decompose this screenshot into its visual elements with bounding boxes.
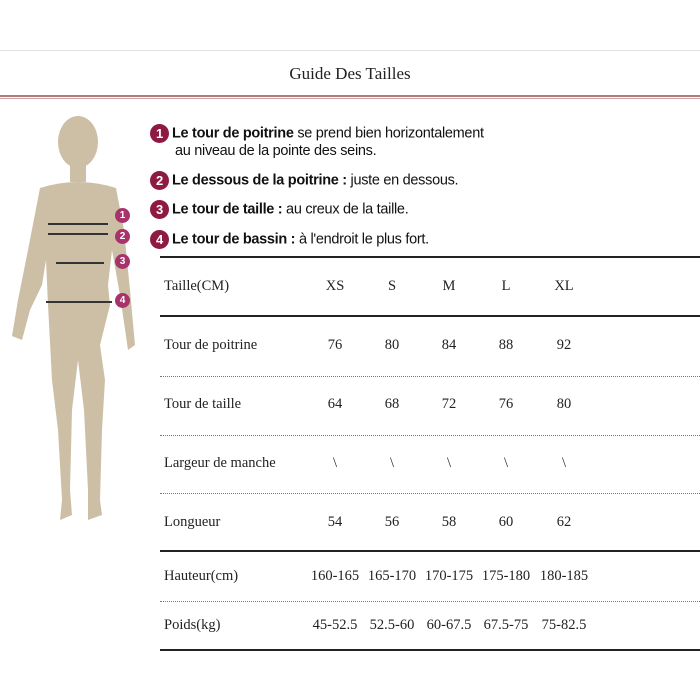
table-rule	[160, 376, 700, 377]
table-cell: 60-67.5	[426, 617, 472, 633]
table-cell: L	[501, 278, 511, 294]
table-cell: 92	[556, 337, 572, 353]
table-cell: 64	[327, 396, 343, 412]
table-cell: \	[332, 455, 338, 471]
figure-badge-2: 2	[115, 229, 130, 244]
table-cell: XL	[554, 278, 574, 294]
figure-badge-3: 3	[115, 254, 130, 269]
row-label: Tour de taille	[164, 396, 242, 412]
table-cell: 88	[498, 337, 514, 353]
note-bold: Le tour de bassin :	[172, 231, 296, 248]
number-badge: 2	[150, 171, 169, 190]
note-bold: Le tour de taille :	[172, 201, 283, 218]
note-3: 3 Le tour de taille : au creux de la tail…	[150, 200, 409, 219]
table-cell: 62	[556, 514, 572, 530]
table-cell: 54	[327, 514, 343, 530]
table-cell: 45-52.5	[312, 617, 358, 633]
row-label: Hauteur(cm)	[164, 568, 239, 584]
row-label: Tour de poitrine	[164, 337, 258, 353]
table-cell: M	[442, 278, 456, 294]
table-rule	[160, 550, 700, 552]
table-cell: \	[561, 455, 567, 471]
table-cell: 170-175	[424, 568, 474, 584]
table-cell: XS	[325, 278, 345, 294]
note-text: juste en dessous.	[346, 172, 459, 189]
row-label: Taille(CM)	[164, 278, 230, 294]
note-bold: Le tour de poitrine	[172, 125, 294, 142]
table-cell: 60	[498, 514, 514, 530]
number-badge: 4	[150, 230, 169, 249]
table-cell: \	[389, 455, 395, 471]
table-cell: S	[387, 278, 397, 294]
table-cell: \	[503, 455, 509, 471]
table-cell: 160-165	[310, 568, 360, 584]
table-rule	[160, 315, 700, 317]
table-rule	[160, 435, 700, 436]
table-cell: 80	[556, 396, 572, 412]
note-bold: Le dessous de la poitrine :	[172, 172, 347, 189]
table-rule	[160, 649, 700, 651]
table-cell: 76	[327, 337, 343, 353]
table-cell: 58	[441, 514, 457, 530]
table-cell: 84	[441, 337, 457, 353]
table-cell: 72	[441, 396, 457, 412]
row-label: Largeur de manche	[164, 455, 276, 471]
note-text-line2: au niveau de la pointe des seins.	[175, 143, 377, 159]
page-title: Guide Des Tailles	[289, 64, 411, 83]
table-cell: 75-82.5	[541, 617, 587, 633]
table-cell: 56	[384, 514, 400, 530]
note-4: 4 Le tour de bassin : à l'endroit le plus…	[150, 230, 429, 249]
table-cell: 175-180	[481, 568, 531, 584]
title-rule	[0, 95, 700, 97]
table-cell: 165-170	[367, 568, 417, 584]
title-rule-thin	[0, 98, 700, 99]
table-cell: 76	[498, 396, 514, 412]
table-cell: 180-185	[539, 568, 589, 584]
body-silhouette-figure	[12, 116, 135, 520]
table-cell: 68	[384, 396, 400, 412]
top-divider	[0, 50, 700, 51]
table-rule	[160, 493, 700, 494]
note-text: au creux de la taille.	[282, 201, 409, 218]
table-cell: 67.5-75	[483, 617, 529, 633]
note-1: 1 Le tour de poitrine se prend bien horiz…	[150, 124, 484, 159]
figure-badge-4: 4	[115, 293, 130, 308]
table-cell: 80	[384, 337, 400, 353]
note-2: 2 Le dessous de la poitrine : juste en de…	[150, 171, 459, 190]
number-badge: 3	[150, 200, 169, 219]
table-cell: 52.5-60	[369, 617, 415, 633]
table-cell: \	[446, 455, 452, 471]
note-text: se prend bien horizontalement	[293, 125, 484, 142]
row-label: Poids(kg)	[164, 617, 221, 633]
row-label: Longueur	[164, 514, 221, 530]
note-text: à l'endroit le plus fort.	[295, 231, 429, 248]
table-rule	[160, 601, 700, 602]
figure-badge-1: 1	[115, 208, 130, 223]
number-badge: 1	[150, 124, 169, 143]
table-rule	[160, 256, 700, 258]
